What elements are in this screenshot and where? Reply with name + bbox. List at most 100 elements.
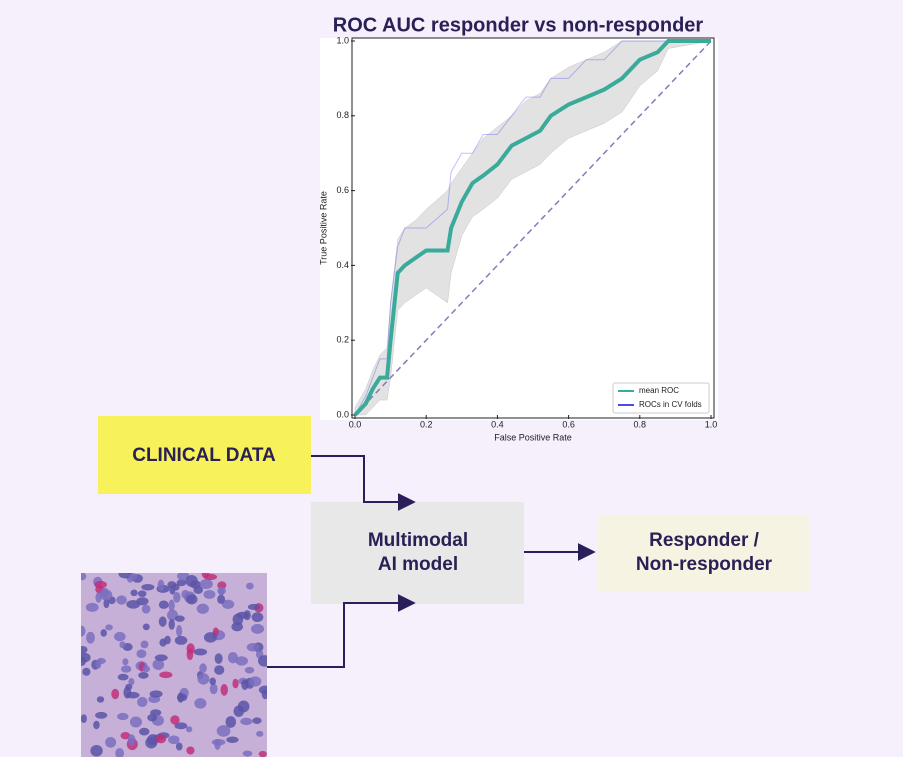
cell bbox=[111, 688, 120, 700]
histology-image bbox=[81, 573, 267, 757]
x-tick-label: 0.6 bbox=[562, 419, 575, 429]
cell bbox=[147, 714, 157, 722]
cell bbox=[217, 594, 226, 604]
cell bbox=[209, 677, 216, 686]
cell bbox=[243, 610, 251, 621]
cell bbox=[130, 589, 138, 597]
cell bbox=[240, 717, 253, 726]
cell bbox=[158, 616, 167, 627]
cell bbox=[123, 686, 132, 699]
cell bbox=[105, 736, 117, 748]
cell bbox=[142, 665, 150, 673]
cell bbox=[174, 722, 188, 730]
cell bbox=[199, 578, 213, 590]
cell bbox=[220, 683, 228, 696]
cell bbox=[96, 696, 105, 703]
cell bbox=[152, 659, 165, 670]
cell bbox=[173, 591, 181, 603]
cell bbox=[168, 619, 175, 630]
cell bbox=[203, 589, 216, 599]
cell bbox=[176, 625, 183, 637]
x-tick-label: 0.8 bbox=[634, 419, 647, 429]
cell bbox=[137, 590, 147, 598]
cell bbox=[100, 629, 107, 637]
cell bbox=[129, 716, 142, 728]
cell bbox=[95, 711, 108, 719]
model-box bbox=[311, 502, 524, 604]
cell bbox=[168, 599, 175, 612]
x-tick-label: 0.0 bbox=[349, 419, 362, 429]
cell bbox=[117, 673, 129, 681]
node-label: Responder / Non-responder bbox=[636, 530, 773, 575]
cell bbox=[114, 631, 126, 642]
cell bbox=[127, 734, 136, 746]
cell bbox=[251, 623, 265, 634]
output-box bbox=[598, 515, 810, 591]
cell bbox=[149, 690, 163, 698]
cell bbox=[247, 603, 260, 611]
cell bbox=[157, 579, 165, 592]
x-tick-label: 1.0 bbox=[705, 419, 718, 429]
cell bbox=[225, 716, 237, 728]
cell bbox=[217, 581, 227, 590]
cell bbox=[257, 655, 267, 667]
cell bbox=[147, 734, 159, 746]
cell bbox=[193, 585, 204, 594]
series-line bbox=[354, 40, 711, 416]
y-tick-label: 0.2 bbox=[336, 335, 349, 345]
x-tick-label: 0.4 bbox=[491, 419, 504, 429]
cell bbox=[81, 625, 86, 637]
cell bbox=[203, 632, 217, 643]
cell bbox=[81, 573, 87, 581]
cell bbox=[140, 640, 149, 649]
cell bbox=[175, 742, 183, 751]
cell bbox=[95, 659, 102, 669]
cell bbox=[86, 631, 95, 644]
cell bbox=[218, 588, 225, 596]
cell bbox=[176, 693, 188, 702]
cell bbox=[103, 598, 110, 609]
cell bbox=[249, 676, 262, 687]
cell bbox=[128, 573, 138, 581]
cell bbox=[209, 683, 218, 695]
cell bbox=[136, 597, 149, 606]
cell bbox=[115, 747, 125, 757]
cell bbox=[186, 746, 195, 755]
node-label: CLINICAL DATA bbox=[132, 445, 276, 466]
cell bbox=[193, 648, 208, 656]
cell bbox=[136, 649, 147, 658]
cell bbox=[245, 582, 254, 590]
y-tick-label: 0.4 bbox=[336, 260, 349, 270]
cell bbox=[154, 654, 168, 662]
cell bbox=[241, 679, 249, 691]
cell bbox=[252, 717, 262, 724]
cell bbox=[164, 635, 171, 645]
y-tick-label: 1.0 bbox=[336, 35, 349, 45]
cell bbox=[214, 653, 223, 664]
cell bbox=[186, 726, 193, 733]
cell bbox=[221, 599, 235, 610]
x-axis-label: False Positive Rate bbox=[494, 432, 572, 442]
chart-title: ROC AUC responder vs non-responder bbox=[333, 14, 704, 36]
cell bbox=[101, 587, 109, 599]
y-tick-label: 0.6 bbox=[336, 185, 349, 195]
cell bbox=[237, 700, 250, 713]
cell bbox=[242, 750, 253, 757]
cell bbox=[186, 594, 198, 605]
y-axis-label: True Positive Rate bbox=[318, 191, 328, 265]
cell bbox=[211, 738, 226, 746]
arrow bbox=[267, 594, 416, 668]
cell bbox=[246, 642, 260, 652]
cell bbox=[158, 600, 169, 609]
cell bbox=[94, 580, 107, 589]
cell bbox=[138, 672, 149, 679]
cell bbox=[226, 736, 239, 743]
cell bbox=[81, 714, 87, 724]
cell bbox=[168, 735, 180, 745]
plot-frame bbox=[351, 37, 715, 419]
cell bbox=[194, 698, 207, 709]
clinical-box bbox=[98, 416, 311, 494]
cell bbox=[172, 583, 180, 591]
